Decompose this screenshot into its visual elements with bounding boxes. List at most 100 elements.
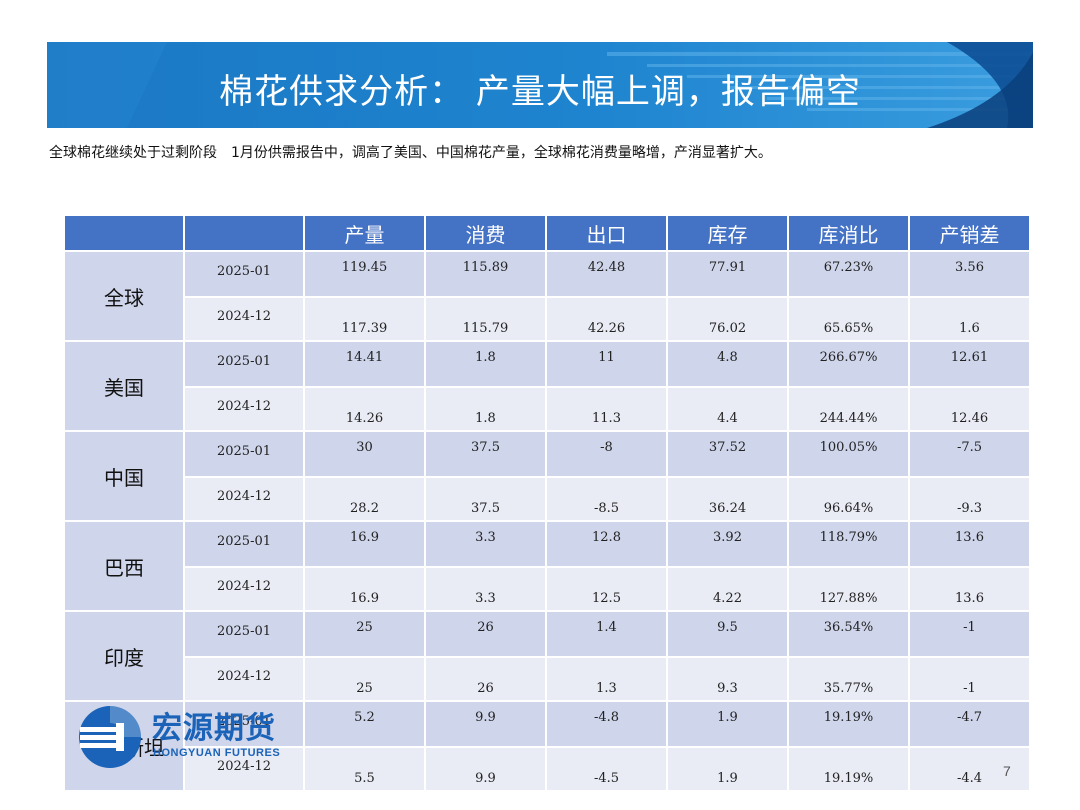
date-cell: 2025-01 [185, 612, 303, 656]
value-cell: 16.9 [305, 522, 424, 566]
hongyuan-logo-icon [79, 706, 141, 768]
value-cell: 4.4 [668, 388, 787, 430]
value-cell: 1.9 [668, 702, 787, 746]
table-body: 全球 2025-01 119.45 115.89 42.48 77.91 67.23% 3.5… [65, 252, 1029, 790]
value-cell: 1.9 [668, 748, 787, 790]
value-cell: -1 [910, 658, 1029, 700]
value-cell: 1.4 [547, 612, 666, 656]
column-header: 产量 [305, 216, 424, 250]
date-cell: 2024-12 [185, 298, 303, 340]
column-header [65, 216, 183, 250]
value-cell: 9.9 [426, 702, 545, 746]
value-cell: 127.88% [789, 568, 908, 610]
value-cell: 96.64% [789, 478, 908, 520]
value-cell: -4.5 [547, 748, 666, 790]
page-number: 7 [1003, 763, 1011, 779]
value-cell: 36.24 [668, 478, 787, 520]
value-cell: 11.3 [547, 388, 666, 430]
subtitle-detail: 1月份供需报告中，调高了美国、中国棉花产量，全球棉花消费量略增，产消显著扩大。 [231, 145, 772, 161]
region-cell: 印度 [65, 612, 183, 700]
value-cell: 3.56 [910, 252, 1029, 296]
table-row: 全球 2025-01 119.45 115.89 42.48 77.91 67.23% 3.5… [65, 252, 1029, 340]
value-cell: 3.92 [668, 522, 787, 566]
page-title: 棉花供求分析： 产量大幅上调，报告偏空 [219, 72, 861, 112]
value-cell: 5.2 [305, 702, 424, 746]
table-row: 巴西 2025-01 16.9 3.3 12.8 3.92 118.79% 13.6 [65, 522, 1029, 610]
value-cell: 1.3 [547, 658, 666, 700]
date-cell: 2024-12 [185, 478, 303, 520]
value-cell: 26 [426, 612, 545, 656]
column-header: 消费 [426, 216, 545, 250]
value-cell: 12.8 [547, 522, 666, 566]
value-cell: -1 [910, 612, 1029, 656]
value-cell: 25 [305, 612, 424, 656]
region-cell: 巴西 [65, 522, 183, 610]
company-logo: 宏源期货 HONGYUAN FUTURES [76, 703, 316, 773]
value-cell: 1.6 [910, 298, 1029, 340]
value-cell: 4.8 [668, 342, 787, 386]
date-cell: 2025-01 [185, 252, 303, 296]
date-cell: 2024-12 [185, 748, 303, 790]
table-row: 2024-12 28.2 37.5 -8.5 36.24 96.64% -9.3 [65, 478, 1029, 520]
region-cell: 美国 [65, 342, 183, 430]
value-cell: 3.3 [426, 568, 545, 610]
date-cell: 2024-12 [185, 658, 303, 700]
value-cell: -9.3 [910, 478, 1029, 520]
value-cell: 19.19% [789, 748, 908, 790]
value-cell: 14.26 [305, 388, 424, 430]
value-cell: 100.05% [789, 432, 908, 476]
value-cell: -7.5 [910, 432, 1029, 476]
value-cell: 115.89 [426, 252, 545, 296]
column-header [185, 216, 303, 250]
table-row: 2024-12 117.39 115.79 42.26 76.02 65.65% 1.6 [65, 298, 1029, 340]
value-cell: 119.45 [305, 252, 424, 296]
column-header: 库存 [668, 216, 787, 250]
date-cell: 2025-01 [185, 702, 303, 746]
table-row: 中国 2025-01 30 37.5 -8 37.52 100.05% -7.5 [65, 432, 1029, 520]
value-cell: 1.8 [426, 342, 545, 386]
value-cell: 36.54% [789, 612, 908, 656]
value-cell: 28.2 [305, 478, 424, 520]
value-cell: 12.5 [547, 568, 666, 610]
region-cell: 全球 [65, 252, 183, 340]
value-cell: 244.44% [789, 388, 908, 430]
value-cell: 115.79 [426, 298, 545, 340]
value-cell: 9.9 [426, 748, 545, 790]
value-cell: 35.77% [789, 658, 908, 700]
title-banner: 棉花供求分析： 产量大幅上调，报告偏空 [47, 42, 1033, 128]
subtitle: 全球棉花继续处于过剩阶段 1月份供需报告中，调高了美国、中国棉花产量，全球棉花消费… [49, 142, 772, 162]
value-cell: 76.02 [668, 298, 787, 340]
subtitle-lead: 全球棉花继续处于过剩阶段 [49, 145, 217, 161]
column-header: 产销差 [910, 216, 1029, 250]
column-header: 库消比 [789, 216, 908, 250]
value-cell: 42.26 [547, 298, 666, 340]
value-cell: 3.3 [426, 522, 545, 566]
date-cell: 2024-12 [185, 568, 303, 610]
value-cell: 67.23% [789, 252, 908, 296]
date-cell: 2025-01 [185, 432, 303, 476]
logo-english-name: HONGYUAN FUTURES [153, 747, 281, 759]
value-cell: 5.5 [305, 748, 424, 790]
value-cell: 30 [305, 432, 424, 476]
value-cell: 1.8 [426, 388, 545, 430]
date-cell: 2024-12 [185, 388, 303, 430]
value-cell: 9.3 [668, 658, 787, 700]
value-cell: 42.48 [547, 252, 666, 296]
value-cell: 77.91 [668, 252, 787, 296]
value-cell: -4.8 [547, 702, 666, 746]
value-cell: 266.67% [789, 342, 908, 386]
value-cell: 11 [547, 342, 666, 386]
value-cell: 12.46 [910, 388, 1029, 430]
table-row: 2024-12 16.9 3.3 12.5 4.22 127.88% 13.6 [65, 568, 1029, 610]
value-cell: 13.6 [910, 568, 1029, 610]
value-cell: 37.52 [668, 432, 787, 476]
value-cell: 12.61 [910, 342, 1029, 386]
value-cell: 4.22 [668, 568, 787, 610]
value-cell: 65.65% [789, 298, 908, 340]
value-cell: -8.5 [547, 478, 666, 520]
column-header: 出口 [547, 216, 666, 250]
value-cell: 16.9 [305, 568, 424, 610]
value-cell: 117.39 [305, 298, 424, 340]
table-row: 美国 2025-01 14.41 1.8 11 4.8 266.67% 12.61 [65, 342, 1029, 430]
table-header-row: 产量 消费 出口 库存 库消比 产销差 [65, 216, 1029, 250]
